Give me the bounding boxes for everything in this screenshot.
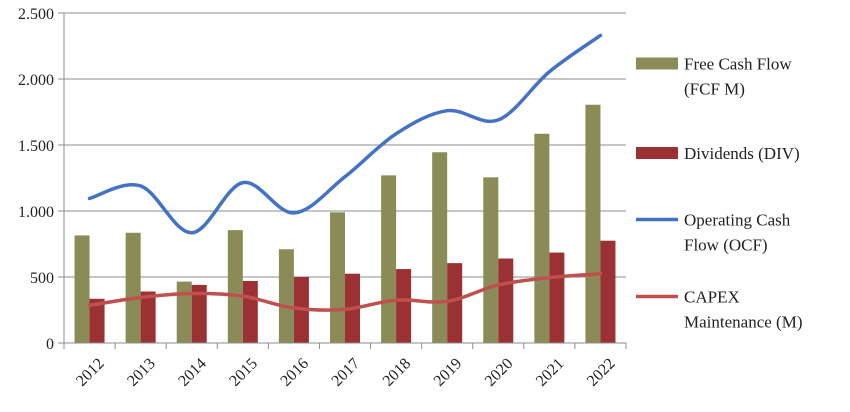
legend-key-bar — [636, 57, 678, 70]
bar — [242, 280, 258, 343]
bar — [432, 152, 448, 343]
grid — [64, 12, 626, 278]
y-tick-label: 2.000 — [18, 72, 54, 89]
bar — [125, 232, 141, 343]
bar — [600, 240, 616, 343]
x-tick-label: 2019 — [431, 355, 466, 390]
legend-label: CAPEX — [684, 288, 740, 307]
lines — [87, 33, 603, 312]
axes — [63, 13, 626, 344]
legend-label: (FCF M) — [684, 80, 745, 99]
y-tick-label: 1.500 — [18, 138, 54, 155]
legend: Free Cash Flow (FCF M) Dividends (DIV) Oper… — [636, 55, 802, 332]
x-tick-label: 2013 — [124, 355, 159, 390]
bar — [534, 133, 550, 343]
bar — [191, 284, 207, 343]
bar — [140, 291, 156, 343]
legend-key-bar — [636, 147, 678, 159]
bar — [74, 235, 90, 343]
legend-label: Maintenance (M) — [684, 313, 802, 332]
x-tick-label: 2015 — [226, 355, 261, 390]
legend-label: Free Cash Flow — [684, 55, 792, 74]
bar — [447, 263, 463, 343]
series-line — [87, 33, 603, 235]
legend-label: Flow (OCF) — [684, 236, 768, 255]
bar — [585, 104, 601, 344]
bar — [498, 258, 514, 343]
x-tick-label: 2014 — [175, 355, 210, 390]
x-tick-label: 2018 — [380, 355, 415, 390]
y-tick-label: 500 — [30, 270, 54, 287]
y-tick-label: 2.500 — [18, 6, 54, 23]
y-tick-label: 0 — [46, 336, 54, 353]
bar — [227, 230, 243, 343]
bar — [549, 252, 565, 343]
x-tick-label: 2016 — [277, 355, 312, 390]
bars — [74, 104, 616, 344]
bar — [396, 269, 412, 343]
y-axis-ticks: 0 500 1.000 1.500 2.000 2.500 — [18, 6, 64, 353]
x-tick-label: 2022 — [584, 355, 619, 390]
x-axis-ticks: 2012 2013 2014 2015 2016 2017 2018 2019 2020 2021… — [63, 343, 627, 390]
x-tick-label: 2020 — [482, 355, 517, 390]
bar — [176, 281, 192, 343]
bar — [381, 175, 397, 343]
series-line — [87, 271, 603, 312]
x-tick-label: 2012 — [73, 355, 108, 390]
x-tick-label: 2017 — [329, 355, 364, 390]
bar — [483, 177, 499, 343]
legend-label: Dividends (DIV) — [684, 144, 800, 163]
bar — [330, 212, 345, 343]
x-tick-label: 2021 — [533, 355, 568, 390]
bar — [89, 298, 105, 343]
bar — [278, 249, 294, 343]
legend-label: Operating Cash — [684, 211, 791, 230]
y-tick-label: 1.000 — [18, 204, 54, 221]
